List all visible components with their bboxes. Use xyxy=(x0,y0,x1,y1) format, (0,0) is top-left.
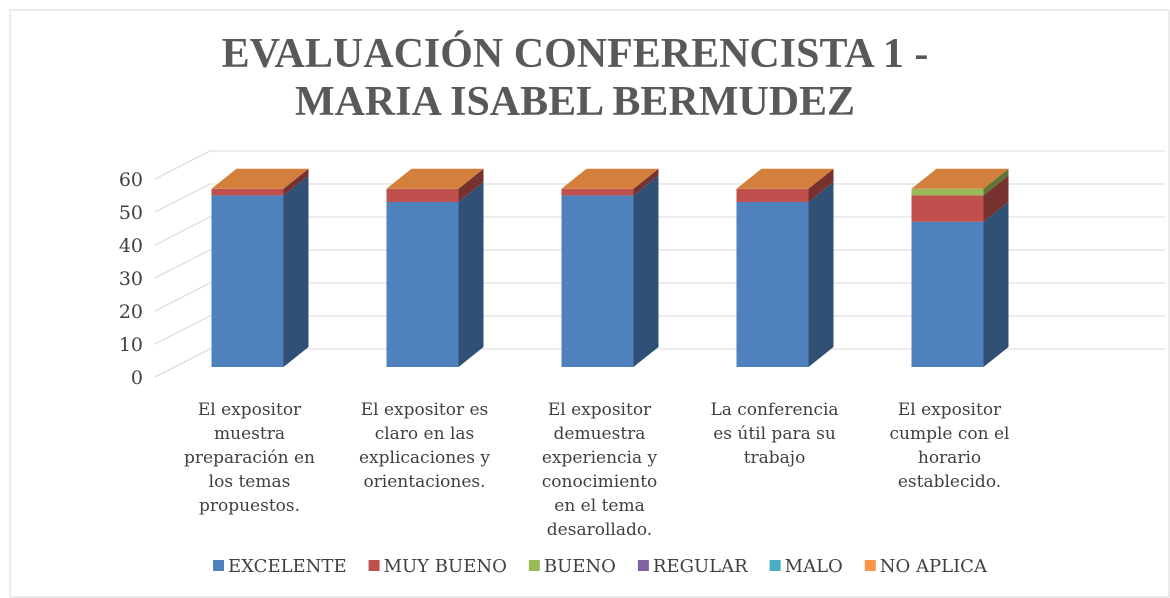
legend-swatch xyxy=(368,560,380,571)
grid-line xyxy=(154,216,211,246)
bar-segment xyxy=(386,202,459,367)
grid-line xyxy=(154,183,211,213)
bar-side xyxy=(283,175,309,367)
y-tick-label: 30 xyxy=(119,268,143,290)
legend-label: EXCELENTE xyxy=(228,556,347,577)
y-tick-label: 0 xyxy=(131,367,143,389)
legend-swatch xyxy=(637,560,649,571)
y-tick-label: 10 xyxy=(119,334,143,356)
bar-side xyxy=(983,201,1009,367)
bar-side xyxy=(808,168,834,202)
y-tick-label: 40 xyxy=(119,235,143,257)
bar-segment xyxy=(911,221,984,367)
x-tick-label: El expositor muestra preparación en los tem… xyxy=(184,400,315,516)
bar-side xyxy=(283,168,309,196)
bar-segment xyxy=(911,195,984,222)
grid-line xyxy=(154,249,211,279)
bar-segment xyxy=(561,195,634,367)
x-tick-label: El expositor es claro en las explicaciones… xyxy=(359,400,490,492)
grid-line xyxy=(154,150,211,180)
legend-item: NO APLICA xyxy=(864,556,988,577)
bar-segment xyxy=(561,188,634,196)
bar-segment xyxy=(386,188,459,202)
bar-side xyxy=(983,168,1009,196)
legend-swatch xyxy=(213,560,225,571)
legend-label: NO APLICA xyxy=(880,556,988,577)
x-tick-label: La conferencia es útil para su trabajo xyxy=(710,400,838,468)
bar-top xyxy=(561,168,659,189)
x-tick-label: El expositor cumple con el horario establec… xyxy=(890,400,1010,492)
bar-segment xyxy=(911,188,984,196)
bar-side xyxy=(808,182,834,367)
bar-segment xyxy=(211,188,284,196)
bar-side xyxy=(633,175,659,367)
legend-swatch xyxy=(769,560,781,571)
bar-top xyxy=(911,168,1009,189)
grid-line xyxy=(154,282,211,312)
grid-line xyxy=(154,348,211,378)
bar-side xyxy=(458,182,484,367)
legend-item: BUENO xyxy=(528,556,616,577)
chart-title: EVALUACIÓN CONFERENCISTA 1 -MARIA ISABEL… xyxy=(222,30,929,125)
bar-segment xyxy=(211,195,284,367)
legend-item: MUY BUENO xyxy=(368,556,507,577)
legend-label: BUENO xyxy=(544,556,616,577)
bar-segment xyxy=(736,188,809,202)
legend-item: REGULAR xyxy=(637,556,748,577)
y-tick-label: 60 xyxy=(119,169,143,191)
bar-side xyxy=(983,175,1009,222)
legend-item: EXCELENTE xyxy=(213,556,347,577)
legend-item: MALO xyxy=(769,556,843,577)
grid-line xyxy=(154,315,211,345)
bar-top xyxy=(211,168,309,189)
bar-side xyxy=(458,168,484,202)
bar-top xyxy=(386,168,484,189)
legend-swatch xyxy=(864,560,876,571)
bar-segment xyxy=(736,202,809,367)
legend-swatch xyxy=(528,560,540,571)
x-tick-label: El expositor demuestra experiencia y conoci… xyxy=(542,400,658,540)
legend-label: MUY BUENO xyxy=(384,556,507,577)
bar-top xyxy=(736,168,834,189)
y-tick-label: 50 xyxy=(119,202,143,224)
y-tick-label: 20 xyxy=(119,301,143,323)
legend-label: REGULAR xyxy=(653,556,748,577)
legend-label: MALO xyxy=(785,556,843,577)
bar-side xyxy=(633,168,659,196)
